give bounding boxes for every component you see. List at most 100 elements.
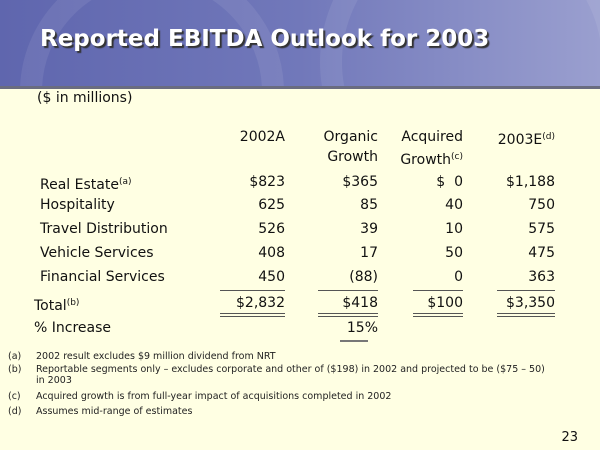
units-label: ($ in millions) bbox=[37, 90, 133, 106]
table-cell-text: $823 bbox=[249, 174, 285, 190]
table-cell-text: 50 bbox=[445, 245, 463, 261]
column-header: 2003E(d) bbox=[498, 128, 555, 149]
table-cell-text: 526 bbox=[258, 221, 285, 237]
table-cell: 10 bbox=[445, 220, 463, 238]
total-cell-text: $418 bbox=[342, 295, 378, 311]
column-header: Acquired bbox=[401, 128, 463, 146]
column-header-text: Acquired bbox=[401, 129, 463, 145]
total-cell-text: $3,350 bbox=[506, 295, 555, 311]
table-cell: $1,188 bbox=[506, 173, 555, 191]
table-cell: 17 bbox=[360, 244, 378, 262]
total-double-rule bbox=[413, 313, 463, 314]
footnote: (d) Assumes mid-range of estimates bbox=[8, 406, 578, 430]
page-number: 23 bbox=[561, 430, 578, 445]
table-cell-text: 17 bbox=[360, 245, 378, 261]
table-cell-text: 575 bbox=[528, 221, 555, 237]
table-cell: (88) bbox=[349, 268, 378, 286]
increase-value: 15% bbox=[347, 319, 378, 337]
column-header-line2-text: Growth bbox=[400, 152, 452, 168]
row-label-text: Travel Distribution bbox=[40, 221, 168, 237]
footnote-text: Reportable segments only – excludes corp… bbox=[36, 364, 545, 386]
table-cell-text: 0 bbox=[454, 269, 463, 285]
row-label: Hospitality bbox=[40, 196, 115, 214]
row-label: Real Estate(a) bbox=[40, 173, 132, 194]
table-cell-text: 625 bbox=[258, 197, 285, 213]
table-cell-text: 40 bbox=[445, 197, 463, 213]
footnote-text: Acquired growth is from full-year impact… bbox=[36, 391, 392, 402]
table-cell-text: 450 bbox=[258, 269, 285, 285]
total-double-rule bbox=[318, 313, 378, 314]
subtotal-rule bbox=[220, 290, 285, 291]
column-header-line2-note: (c) bbox=[451, 152, 463, 162]
row-label-text: Vehicle Services bbox=[40, 245, 154, 261]
total-cell: $418 bbox=[342, 294, 378, 312]
total-label-note: (b) bbox=[66, 298, 80, 308]
table-cell-text: 475 bbox=[528, 245, 555, 261]
footnote-key: (b) bbox=[8, 364, 22, 375]
footnote: (a) 2002 result excludes $9 million divid… bbox=[8, 351, 578, 375]
table-cell: 40 bbox=[445, 196, 463, 214]
table-cell: 526 bbox=[258, 220, 285, 238]
total-double-rule bbox=[497, 316, 555, 317]
slide-title: Reported EBITDA Outlook for 2003 bbox=[40, 26, 490, 52]
row-label-text: Real Estate bbox=[40, 177, 119, 193]
table-cell-text: 39 bbox=[360, 221, 378, 237]
table-cell-text: $ 0 bbox=[436, 174, 463, 190]
column-header: 2002A bbox=[240, 128, 285, 146]
total-cell: $3,350 bbox=[506, 294, 555, 312]
total-cell-text: $100 bbox=[427, 295, 463, 311]
table-cell: 408 bbox=[258, 244, 285, 262]
table-cell-text: (88) bbox=[349, 269, 378, 285]
total-double-rule bbox=[497, 313, 555, 314]
total-label: Total(b) bbox=[34, 294, 79, 315]
row-label-note: (a) bbox=[118, 177, 132, 187]
row-label: Financial Services bbox=[40, 268, 165, 286]
column-header-text: 2002A bbox=[239, 129, 285, 145]
table-cell: 50 bbox=[445, 244, 463, 262]
footnote-key: (a) bbox=[8, 351, 22, 362]
table-cell-text: $1,188 bbox=[506, 174, 555, 190]
total-double-rule bbox=[220, 313, 285, 314]
subtotal-rule bbox=[497, 290, 555, 291]
footnote-text: 2002 result excludes $9 million dividend… bbox=[36, 351, 276, 362]
column-header-line2-text: Growth bbox=[327, 149, 378, 165]
table-cell-text: 408 bbox=[258, 245, 285, 261]
increase-label-text: % Increase bbox=[34, 320, 111, 336]
row-label: Vehicle Services bbox=[40, 244, 154, 262]
footnote-key: (d) bbox=[8, 406, 22, 417]
table-cell: 750 bbox=[528, 196, 555, 214]
column-header-text: 2003E bbox=[497, 132, 543, 148]
footnote-text: Assumes mid-range of estimates bbox=[36, 406, 193, 417]
table-cell: 575 bbox=[528, 220, 555, 238]
slide-header bbox=[0, 0, 600, 86]
table-cell-text: 363 bbox=[528, 269, 555, 285]
column-header-line2: Growth(c) bbox=[400, 148, 463, 169]
subtotal-rule bbox=[413, 290, 463, 291]
table-cell: $ 0 bbox=[436, 173, 463, 191]
table-cell: 625 bbox=[258, 196, 285, 214]
table-cell-text: 750 bbox=[528, 197, 555, 213]
column-header-line2: Growth bbox=[327, 148, 378, 166]
table-cell: $823 bbox=[249, 173, 285, 191]
table-cell-text: $365 bbox=[342, 174, 378, 190]
total-double-rule bbox=[220, 316, 285, 317]
increase-label: % Increase bbox=[34, 319, 111, 337]
table-cell: 85 bbox=[360, 196, 378, 214]
column-header: Organic bbox=[324, 128, 378, 146]
table-cell: 363 bbox=[528, 268, 555, 286]
footnote-key: (c) bbox=[8, 391, 21, 402]
total-double-rule bbox=[318, 316, 378, 317]
total-cell: $100 bbox=[427, 294, 463, 312]
total-label-text: Total bbox=[34, 298, 67, 314]
footnote: (c) Acquired growth is from full-year imp… bbox=[8, 391, 578, 415]
total-cell: $2,832 bbox=[236, 294, 285, 312]
subtotal-rule bbox=[318, 290, 378, 291]
total-cell-text: $2,832 bbox=[236, 295, 285, 311]
header-divider bbox=[0, 86, 600, 89]
increase-value-text: 15% bbox=[346, 320, 378, 336]
column-header-text: Organic bbox=[323, 129, 378, 145]
table-cell: 0 bbox=[454, 268, 463, 286]
table-cell-text: 85 bbox=[360, 197, 378, 213]
column-header-note: (d) bbox=[542, 132, 555, 142]
increase-rule bbox=[340, 340, 368, 342]
